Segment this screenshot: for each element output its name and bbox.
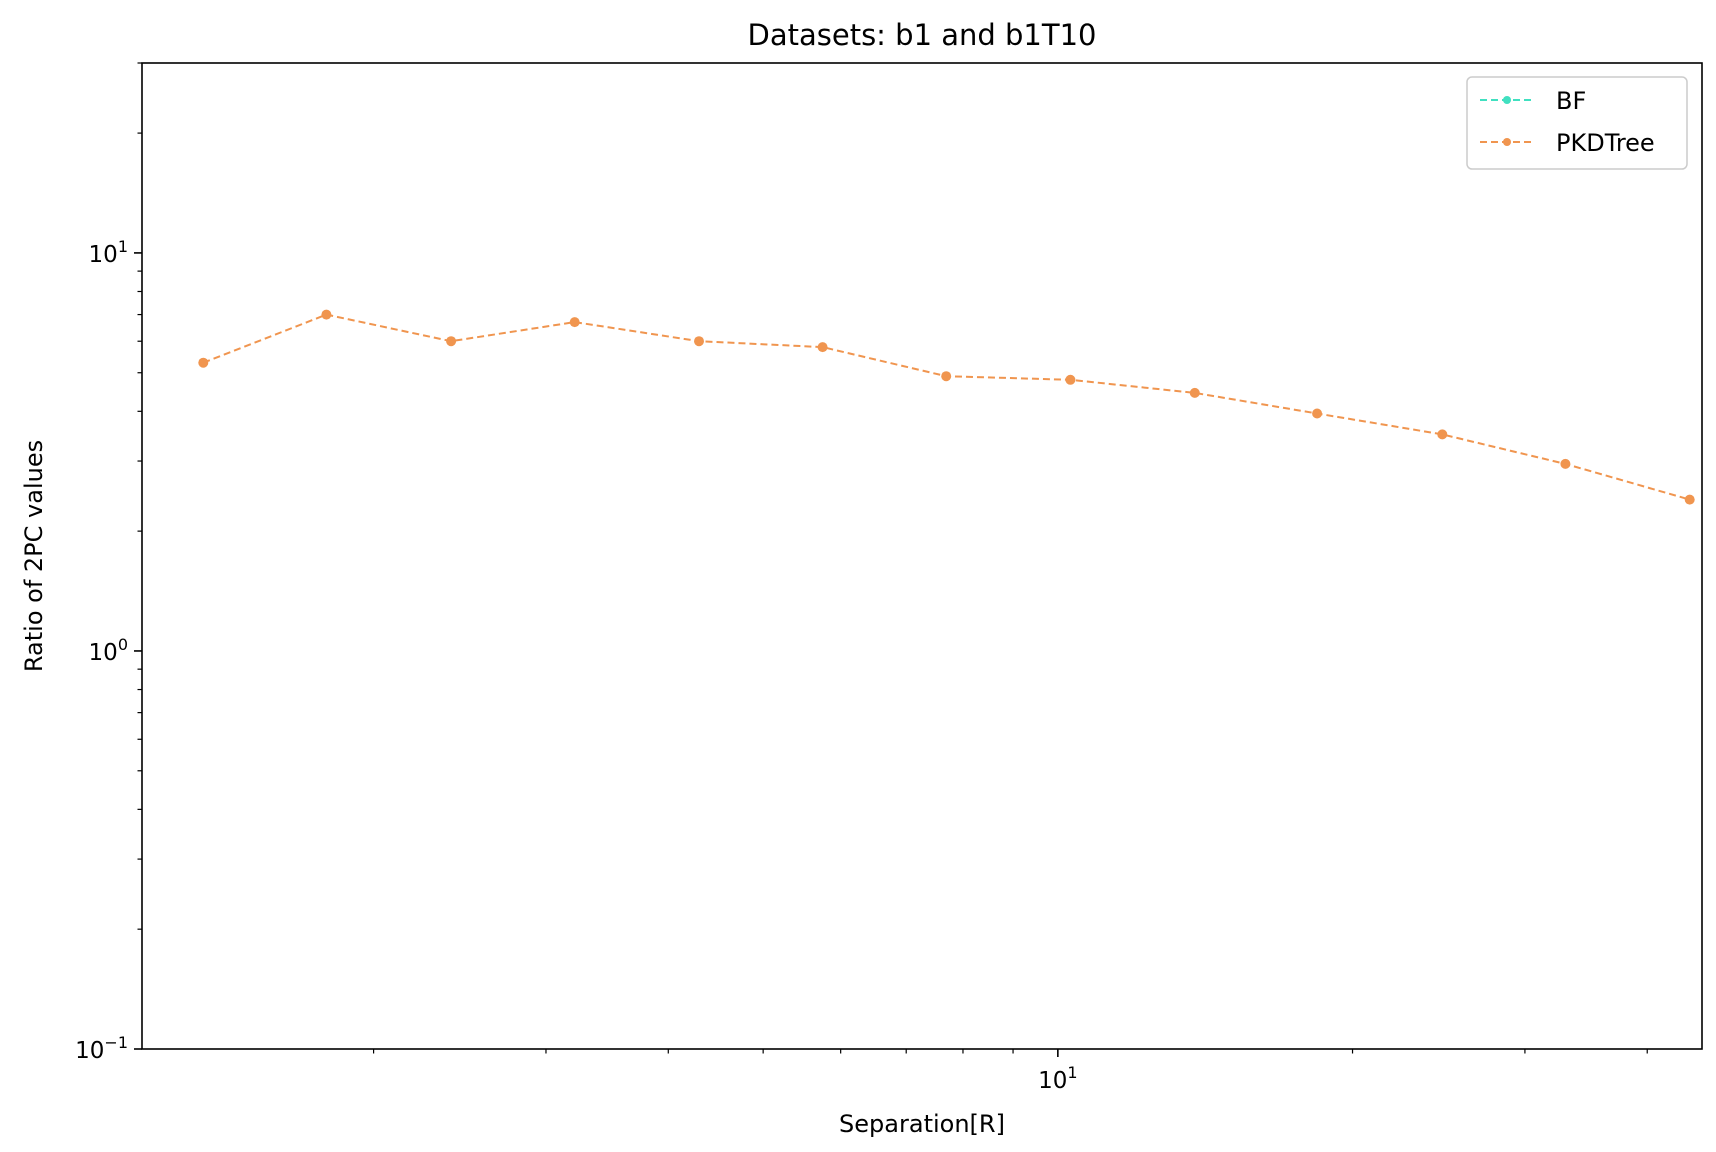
x-tick-label-base: 10 <box>1038 1068 1067 1094</box>
data-point-pkdtree <box>817 342 828 353</box>
series-pkdtree <box>198 309 1695 505</box>
y-tick-label-exponent: −1 <box>104 1033 128 1052</box>
data-point-pkdtree <box>1189 387 1200 398</box>
data-point-pkdtree <box>941 371 952 382</box>
data-point-pkdtree <box>1684 494 1695 505</box>
y-tick-label-exponent: 0 <box>118 635 128 654</box>
plot-area <box>142 63 1702 1049</box>
data-point-pkdtree <box>1437 429 1448 440</box>
data-point-pkdtree <box>569 317 580 328</box>
data-point-pkdtree <box>446 336 457 347</box>
y-tick-label: 101 <box>89 237 128 268</box>
legend-swatch-marker <box>1503 138 1511 146</box>
y-tick-label: 10−1 <box>75 1033 128 1064</box>
x-axis-label: Separation[R] <box>839 1110 1005 1138</box>
data-point-pkdtree <box>1065 374 1076 385</box>
y-tick-label: 100 <box>89 635 128 666</box>
data-point-pkdtree <box>321 309 332 320</box>
data-point-pkdtree <box>1560 458 1571 469</box>
data-point-pkdtree <box>1312 408 1323 419</box>
legend-swatch-marker <box>1503 96 1511 104</box>
plot-background <box>142 63 1702 1049</box>
series-layer <box>198 309 1695 505</box>
y-tick-label-base: 10 <box>89 242 118 268</box>
data-point-pkdtree <box>694 336 704 347</box>
legend-entry-pkdtree: PKDTree <box>1480 129 1655 157</box>
chart-title: Datasets: b1 and b1T10 <box>748 18 1097 52</box>
legend-entry-bf: BF <box>1480 87 1586 115</box>
y-tick-label-exponent: 1 <box>118 237 128 256</box>
x-tick-label: 101 <box>1038 1063 1077 1094</box>
x-tick-label-exponent: 1 <box>1067 1063 1077 1082</box>
data-point-pkdtree <box>198 357 209 368</box>
y-tick-label-base: 10 <box>75 1038 104 1064</box>
y-tick-label-base: 10 <box>89 640 118 666</box>
plot-frame <box>141 62 1703 1050</box>
y-axis-label: Ratio of 2PC values <box>20 440 48 672</box>
legend-frame <box>1466 76 1688 170</box>
legend-label: BF <box>1556 87 1586 115</box>
legend-label: PKDTree <box>1556 129 1655 157</box>
legend: BF PKDTree <box>1466 76 1688 170</box>
